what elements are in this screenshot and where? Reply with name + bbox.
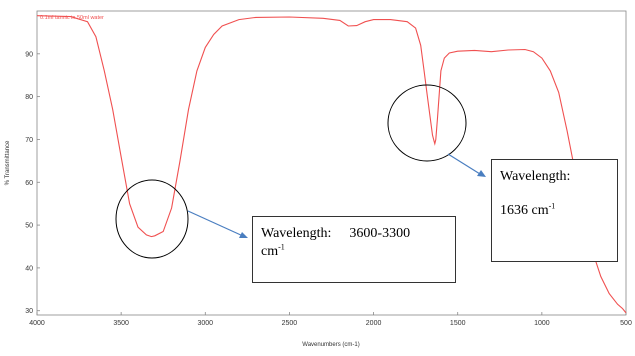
callout-oh-line: Wavelength: 3600-3300	[261, 225, 447, 243]
callout-co-value-line: 1636 cm-1	[500, 200, 609, 220]
x-tick-label: 1000	[534, 320, 550, 327]
callout-arrow-left	[187, 210, 244, 237]
peak-circle-oh	[115, 179, 189, 259]
x-tick-label: 2500	[282, 320, 298, 327]
x-axis-ticks: 4000 3500 3000 2500 2000 1500 1000 500	[29, 312, 632, 327]
callout-oh-value: 3600-3300	[349, 226, 411, 241]
y-tick-label: 40	[25, 265, 33, 272]
callout-arrowhead-right	[477, 170, 486, 177]
legend-entry: 0.1ml tannic in 50ml water	[40, 15, 104, 21]
callout-oh-unit-line: cm-1	[261, 241, 447, 261]
callout-co-value: 1636 cm	[500, 202, 549, 218]
y-tick-label: 80	[25, 94, 33, 101]
x-tick-label: 4000	[29, 320, 45, 327]
y-tick-label: 70	[25, 137, 33, 144]
y-axis-title: % Transmittance	[5, 140, 11, 185]
callout-oh-unit-sup: -1	[278, 241, 285, 251]
callout-oh-label: Wavelength:	[261, 226, 332, 241]
callout-box-co: Wavelength: 1636 cm-1	[491, 159, 618, 262]
x-axis-title: Wavenumbers (cm-1)	[302, 342, 359, 348]
x-tick-label: 500	[620, 320, 632, 327]
y-axis-ticks: 30 40 50 60 70 80 90	[25, 51, 40, 315]
callout-arrow-right	[447, 153, 481, 175]
callout-box-oh: Wavelength: 3600-3300 cm-1	[252, 216, 456, 283]
x-tick-label: 1500	[450, 320, 466, 327]
y-tick-label: 50	[25, 223, 33, 230]
spectrum-line	[36, 15, 627, 314]
peak-circle-co	[387, 84, 467, 162]
y-tick-label: 30	[25, 308, 33, 315]
callout-arrowhead-left	[239, 232, 248, 238]
x-tick-label: 2000	[366, 320, 382, 327]
x-tick-label: 3500	[113, 320, 129, 327]
y-tick-label: 90	[25, 51, 33, 58]
y-tick-label: 60	[25, 180, 33, 187]
x-tick-label: 3000	[197, 320, 213, 327]
callout-oh-unit: cm	[261, 243, 279, 259]
callout-co-unit-sup: -1	[548, 200, 556, 210]
callout-co-label: Wavelength:	[500, 169, 571, 184]
